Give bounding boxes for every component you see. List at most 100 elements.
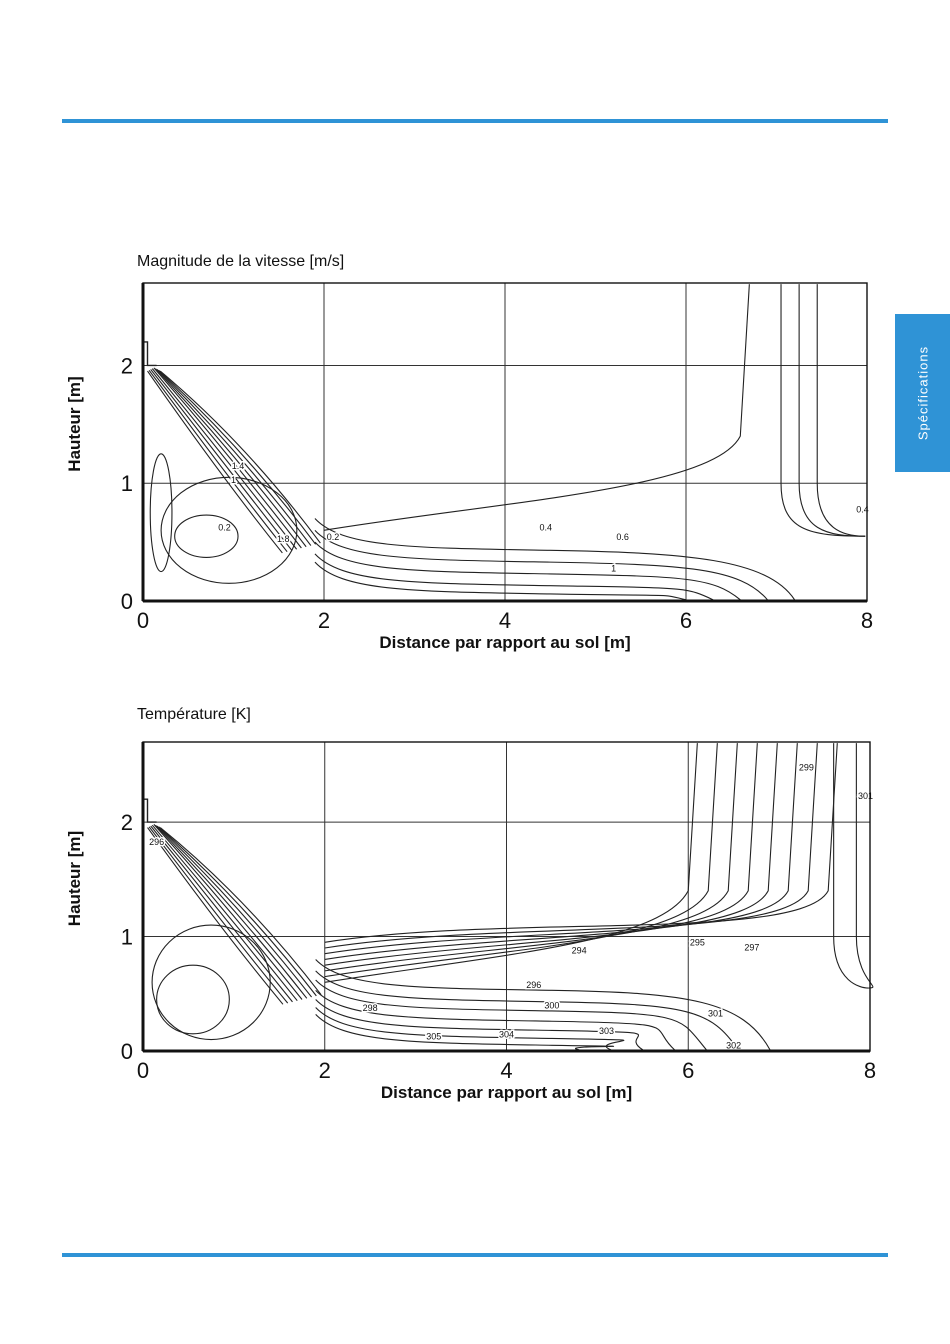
contour-rise-line (324, 743, 718, 978)
contour-label: 300 (544, 1001, 559, 1011)
y-tick-label: 2 (121, 353, 133, 378)
contour-floor-line (314, 518, 796, 601)
contour-label: 1 (611, 564, 616, 574)
contour-label: 301 (708, 1009, 723, 1019)
y-tick-label: 1 (121, 471, 133, 496)
contour-loop (174, 514, 239, 558)
grid (143, 742, 870, 1051)
nozzle-outline (143, 341, 157, 367)
contour-label: 304 (499, 1029, 514, 1039)
nozzle-outline (143, 798, 157, 823)
x-tick-label: 0 (137, 608, 149, 633)
contour-label: 0.2 (218, 522, 231, 532)
x-tick-label: 8 (864, 1058, 876, 1083)
top-rule (62, 119, 888, 123)
x-tick-label: 8 (861, 608, 873, 633)
contour-label: 1.8 (277, 534, 290, 544)
x-tick-label: 4 (499, 608, 511, 633)
y-tick-label: 2 (121, 810, 133, 835)
contour-floor-line (315, 970, 739, 1051)
contour-jet-line (158, 826, 317, 997)
contour-label: 296 (149, 837, 164, 847)
y-tick-label: 1 (121, 925, 133, 950)
contour-lines (143, 284, 866, 601)
contour-wall-line (855, 743, 874, 989)
contour-jet-line (155, 824, 308, 999)
x-tick-label: 6 (680, 608, 692, 633)
contour-label: 298 (363, 1003, 378, 1013)
contour-loop (160, 476, 298, 584)
contour-label: 294 (572, 946, 587, 956)
contour-jet-line (153, 824, 303, 1000)
contour-label: 302 (726, 1041, 741, 1051)
contour-jet-line (150, 825, 293, 1003)
contour-loop (151, 924, 271, 1041)
contour-jet-line (159, 827, 322, 996)
contour-label: 297 (744, 942, 759, 952)
chart-title-temperature: Température [K] (137, 706, 251, 723)
contour-floor-line (314, 561, 687, 601)
contour-wall-line (816, 284, 866, 537)
contour-label: 0.6 (616, 532, 629, 542)
side-tab[interactable]: Spécifications (895, 314, 950, 472)
y-axis-label: Hauteur [m] (65, 376, 84, 471)
y-tick-label: 0 (121, 589, 133, 614)
x-axis-label: Distance par rapport au sol [m] (379, 633, 630, 652)
contour-floor-line (315, 959, 771, 1051)
chart-title-velocity: Magnitude de la vitesse [m/s] (137, 253, 345, 270)
contour-label: 299 (799, 763, 814, 773)
contour-label: 305 (426, 1032, 441, 1042)
velocity-contour-chart: 0.20.20.40.611.411.80.40 2 4 6 8012Distance … (65, 282, 873, 652)
contour-jet-line (155, 368, 307, 548)
contour-jet-line (153, 367, 302, 549)
temperature-contour-chart: 296 294 296 298 300 305 304 303 295 297 301 299 301 3… (65, 741, 876, 1102)
contour-rise-line (324, 743, 758, 966)
contour-label: 303 (599, 1026, 614, 1036)
contour-rise-line (324, 743, 778, 960)
contour-label: 1 (231, 475, 236, 485)
contour-label: 1.4 (232, 461, 245, 471)
x-tick-label: 0 (137, 1058, 149, 1083)
contour-floor-line (314, 529, 768, 601)
contour-loop (156, 964, 230, 1035)
contour-rise-line (324, 743, 698, 983)
contour-wall-line (798, 284, 866, 537)
contour-floor-line (314, 553, 714, 601)
contour-jet-line (148, 826, 289, 1004)
contour-jet-line (148, 369, 288, 553)
y-tick-label: 0 (121, 1039, 133, 1064)
contour-lines (143, 743, 874, 1051)
x-tick-label: 2 (318, 608, 330, 633)
contour-rise-line (324, 743, 818, 949)
contour-jet-line (147, 370, 283, 554)
contour-jet-line (156, 825, 313, 998)
contour-rise-line (324, 743, 738, 972)
contour-floor-line (315, 1013, 615, 1051)
contour-floor-line (315, 1007, 625, 1051)
contour-jet-line (151, 368, 298, 550)
contour-loop (149, 453, 173, 573)
bottom-rule (62, 1253, 888, 1257)
x-axis-label: Distance par rapport au sol [m] (381, 1083, 632, 1102)
contour-floor-line (314, 541, 741, 601)
contour-jet-line (147, 827, 284, 1005)
y-axis-label: Hauteur [m] (65, 831, 84, 926)
contour-jet-line (159, 370, 321, 544)
contour-floor-line (315, 979, 707, 1051)
contour-rise-line (323, 284, 750, 531)
contour-label: 296 (526, 980, 541, 990)
contour-wall-line (780, 284, 866, 537)
contour-jet-line (151, 824, 298, 1002)
contour-wall-line (833, 743, 869, 989)
contour-jet-line (156, 369, 312, 546)
x-tick-label: 4 (500, 1058, 512, 1083)
contour-label: 301 (858, 791, 873, 801)
contour-rise-line (324, 743, 838, 943)
contour-label: 295 (690, 938, 705, 948)
contour-floor-line (315, 989, 675, 1051)
contour-jet-line (158, 369, 317, 545)
contour-label: 0.2 (327, 532, 340, 542)
x-tick-label: 6 (682, 1058, 694, 1083)
contour-rise-line (324, 743, 798, 955)
contour-jet-line (150, 369, 293, 551)
